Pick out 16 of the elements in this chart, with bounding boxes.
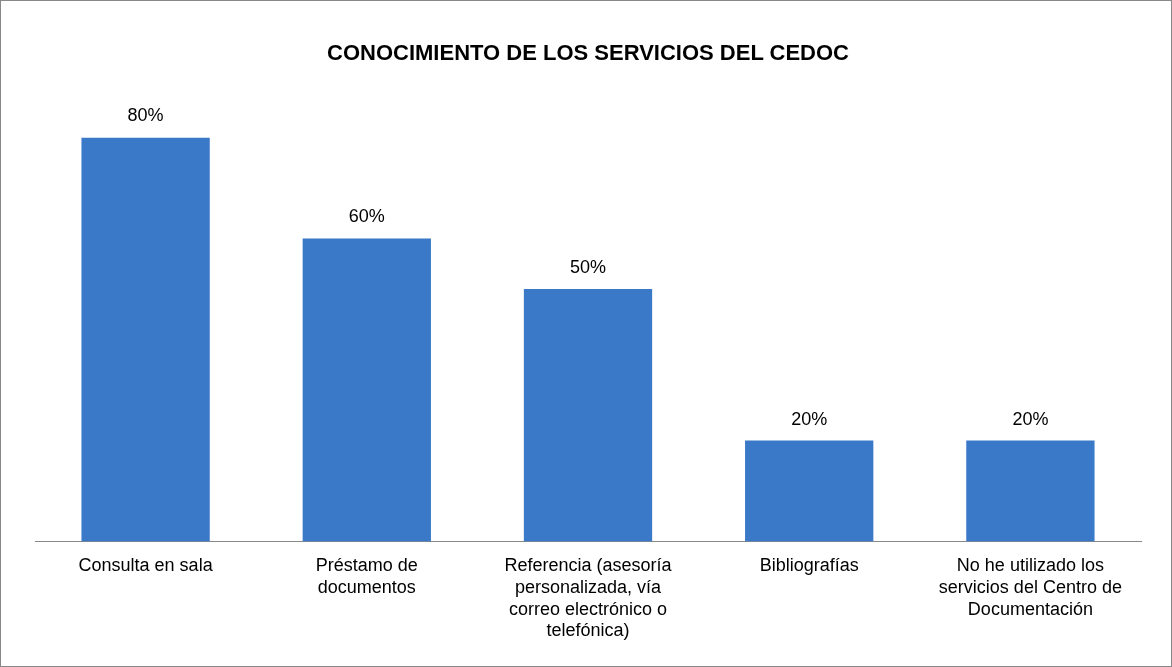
x-tick-label: Bibliografías [759, 555, 859, 576]
data-label: 20% [791, 408, 828, 429]
x-tick-label: No he utilizado los servicios del Centro de Documentación [938, 555, 1122, 619]
bar [745, 440, 874, 542]
x-tick-label: Referencia (asesoría personalizada, vía correo electrónico o telefónica) [504, 555, 673, 641]
x-tick-label: Préstamo de documentos [315, 555, 418, 597]
bar [523, 288, 653, 542]
data-label: 60% [348, 206, 385, 227]
data-label: 50% [569, 256, 607, 277]
bar [81, 137, 210, 542]
bar [966, 440, 1095, 542]
data-label: 20% [1012, 408, 1049, 429]
bar [302, 238, 431, 542]
data-label: 80% [127, 105, 164, 126]
x-tick-label: Consulta en sala [78, 555, 214, 576]
chart-title: CONOCIMIENTO DE LOS SERVICIOS DEL CEDOC [327, 40, 850, 66]
